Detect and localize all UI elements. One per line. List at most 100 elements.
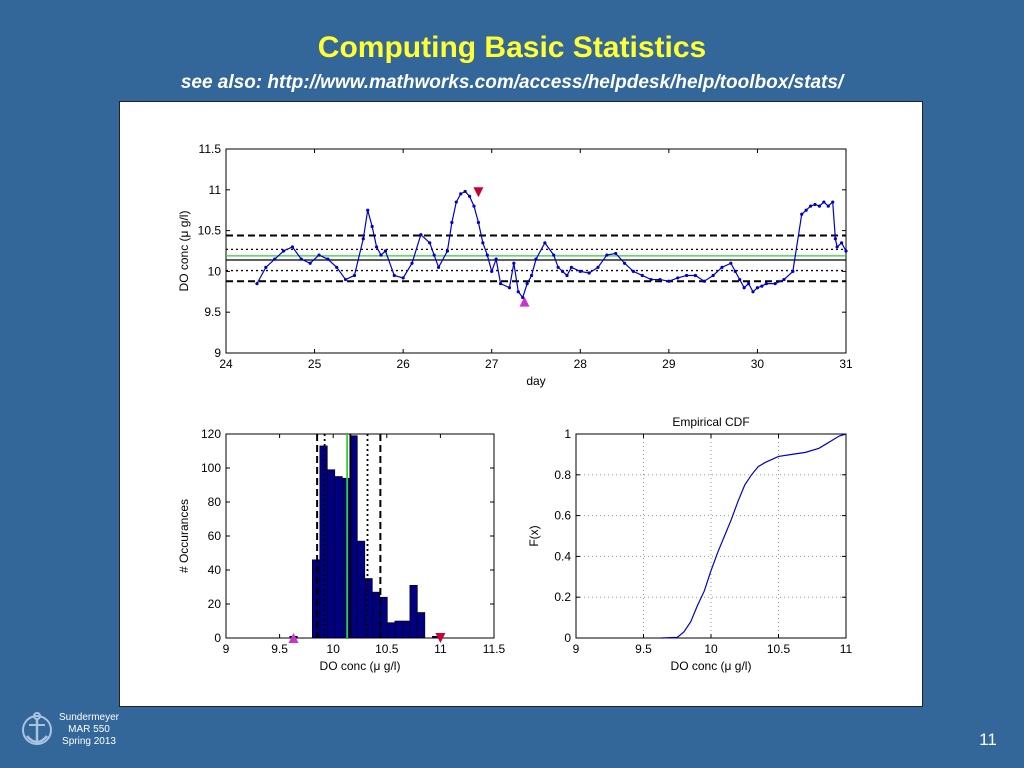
ts-y-tick-label: 9.5 <box>204 305 221 319</box>
ts-data-point <box>543 241 547 245</box>
cdf-y-tick-label: 1 <box>564 427 571 441</box>
ts-data-point <box>640 273 644 278</box>
ts-y-tick-label: 11.5 <box>199 142 222 156</box>
ts-y-tick-label: 10 <box>208 264 222 278</box>
ts-max-marker <box>473 187 484 198</box>
hist-bar <box>364 578 373 639</box>
ts-data-point <box>392 273 396 278</box>
ts-x-tick-label: 26 <box>396 357 410 371</box>
ts-data-point <box>822 200 826 204</box>
ts-data-point <box>746 282 751 286</box>
ts-data-point <box>374 245 379 249</box>
ts-data-point <box>521 295 525 300</box>
ts-data-point <box>826 204 830 208</box>
hist-min-marker <box>288 633 299 643</box>
ts-data-point <box>720 265 724 269</box>
ts-data-point <box>578 269 582 273</box>
ts-data-point <box>733 269 737 273</box>
ts-data-point <box>410 261 414 265</box>
hist-y-tick-label: 60 <box>208 529 222 543</box>
hist-y-axis-label: # Occurances <box>177 499 191 573</box>
ts-data-point <box>326 257 330 261</box>
ts-y-tick-label: 10.5 <box>198 224 222 238</box>
ts-data-point <box>472 204 476 208</box>
ts-data-point <box>428 241 432 245</box>
ts-data-point <box>755 286 760 290</box>
ts-data-point <box>729 261 733 265</box>
ts-data-point <box>436 265 441 269</box>
cdf-series-line <box>661 433 847 639</box>
ts-data-point <box>831 200 835 204</box>
ts-data-point <box>490 269 494 273</box>
ts-data-point <box>445 249 450 253</box>
hist-x-tick-label: 11 <box>434 642 447 656</box>
ts-data-point <box>751 290 755 294</box>
hist-max-marker <box>435 633 446 643</box>
ts-data-point <box>808 204 813 208</box>
ts-data-point <box>401 276 405 280</box>
ts-data-point <box>383 249 388 253</box>
ts-data-point <box>476 220 481 225</box>
ts-data-point <box>529 273 534 278</box>
credit-author: Sundermeyer <box>58 712 120 723</box>
ts-data-point <box>454 200 458 204</box>
ts-y-tick-label: 11 <box>209 183 222 197</box>
hist-y-tick-label: 0 <box>214 631 221 645</box>
ts-data-point <box>481 241 485 245</box>
hist-x-tick-label: 10 <box>327 642 341 656</box>
ts-data-point <box>596 265 600 269</box>
hist-bar <box>394 620 403 639</box>
cdf-x-axis-label: DO conc (μ g/l) <box>671 659 752 673</box>
ts-data-point <box>467 194 472 198</box>
ts-data-point <box>352 273 357 278</box>
cdf-x-tick-label: 9 <box>573 642 580 656</box>
hist-x-tick-label: 9 <box>223 642 230 656</box>
cdf-y-tick-label: 0.6 <box>554 509 571 523</box>
hist-x-tick-label: 11.5 <box>483 642 506 656</box>
hist-y-tick-label: 80 <box>208 495 222 509</box>
ts-data-point <box>631 269 636 273</box>
cdf-x-tick-label: 9.5 <box>635 642 652 656</box>
ts-x-tick-label: 28 <box>574 357 588 371</box>
ts-data-point <box>676 276 680 280</box>
hist-bar <box>311 559 321 639</box>
hist-y-tick-label: 100 <box>201 461 221 475</box>
ts-data-point <box>255 282 259 286</box>
cdf-x-tick-label: 10 <box>704 642 718 656</box>
ts-data-point <box>773 282 777 286</box>
hist-x-tick-label: 10.5 <box>375 642 399 656</box>
ts-min-marker <box>519 296 530 307</box>
hist-y-tick-label: 20 <box>208 597 222 611</box>
hist-x-axis-label: DO conc (μ g/l) <box>320 659 401 673</box>
hist-bar <box>387 622 396 639</box>
hist-bar <box>372 591 381 639</box>
slide-number: 11 <box>979 730 997 749</box>
ts-data-point <box>817 204 822 208</box>
ts-data-point <box>742 286 746 290</box>
ts-data-point <box>800 212 804 216</box>
ts-data-point <box>760 284 764 288</box>
ts-data-point <box>317 253 321 257</box>
ts-data-point <box>835 245 839 249</box>
ts-data-point <box>738 277 742 282</box>
ts-x-tick-label: 30 <box>751 357 765 371</box>
ts-data-point <box>804 208 808 212</box>
ts-data-point <box>614 251 618 256</box>
ts-data-point <box>459 192 463 196</box>
ts-data-point <box>308 261 312 265</box>
ts-data-point <box>379 253 383 257</box>
hist-bar <box>402 620 411 639</box>
ts-data-point <box>833 237 837 241</box>
author-credit: Sundermeyer MAR 550 Spring 2013 <box>53 712 125 748</box>
ts-axes-box <box>225 148 847 354</box>
ts-data-point <box>764 282 768 286</box>
ts-y-axis-label: DO conc (μ g/l) <box>177 211 191 292</box>
ts-data-point <box>507 286 512 290</box>
ts-data-point <box>839 241 844 245</box>
hist-bar <box>334 476 343 639</box>
slide-subtitle: see also: http://www.mathworks.com/acces… <box>180 72 844 93</box>
hist-bar <box>319 445 328 639</box>
ts-data-point <box>552 253 556 257</box>
ts-x-tick-label: 31 <box>839 357 853 371</box>
ts-data-point <box>299 257 303 261</box>
